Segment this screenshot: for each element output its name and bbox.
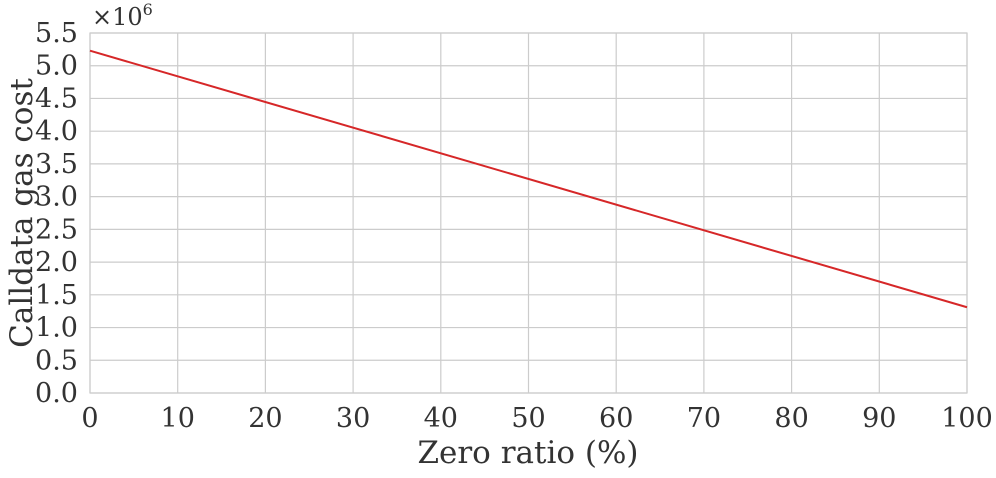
y-tick-labels: 0.00.51.01.52.02.53.03.54.04.55.05.5 xyxy=(35,18,78,409)
x-tick-label: 80 xyxy=(774,403,808,434)
x-tick-label: 10 xyxy=(161,403,195,434)
x-tick-label: 90 xyxy=(862,403,896,434)
y-tick-label: 1.5 xyxy=(35,280,78,311)
x-tick-label: 50 xyxy=(511,403,545,434)
series-line xyxy=(89,49,968,309)
x-tick-labels: 0 10 20 30 40 50 60 70 80 90 100 xyxy=(81,403,992,434)
y-tick-label: 2.5 xyxy=(35,214,78,245)
y-tick-label: 2.0 xyxy=(35,247,78,278)
y-tick-label: 1.0 xyxy=(35,313,78,344)
y-tick-label: 5.0 xyxy=(35,51,78,82)
y-tick-label: 5.5 xyxy=(35,18,78,49)
series-group xyxy=(89,49,968,309)
x-tick-label: 70 xyxy=(687,403,721,434)
y-tick-label: 3.5 xyxy=(35,149,78,180)
y-scale-multiplier: ×106 xyxy=(92,0,153,31)
y-tick-label: 3.0 xyxy=(35,182,78,213)
y-axis-label: Calldata gas cost xyxy=(4,78,40,348)
x-tick-label: 30 xyxy=(336,403,370,434)
plot-frame xyxy=(89,32,968,394)
x-tick-label: 0 xyxy=(81,403,98,434)
x-tick-label: 60 xyxy=(599,403,633,434)
y-scale-multiplier-exponent: 6 xyxy=(143,0,153,19)
y-tick-label: 0.0 xyxy=(35,378,78,409)
x-axis-label: Zero ratio (%) xyxy=(417,435,638,471)
x-tick-label: 40 xyxy=(424,403,458,434)
x-tick-label: 100 xyxy=(941,403,993,434)
y-scale-multiplier-base: ×10 xyxy=(92,3,143,31)
y-tick-label: 4.5 xyxy=(35,83,78,114)
y-tick-label: 0.5 xyxy=(35,345,78,376)
x-tick-label: 20 xyxy=(248,403,282,434)
y-tick-label: 4.0 xyxy=(35,116,78,147)
grid xyxy=(89,32,968,394)
